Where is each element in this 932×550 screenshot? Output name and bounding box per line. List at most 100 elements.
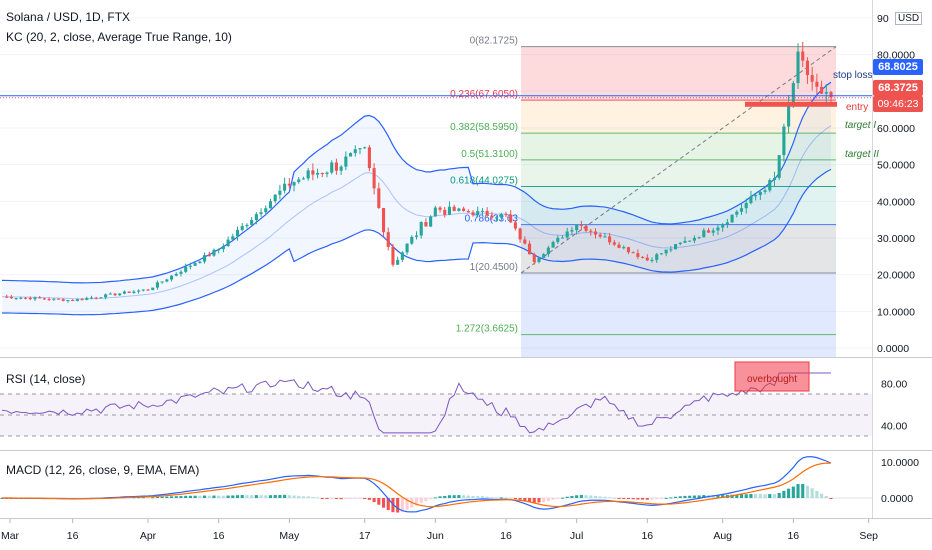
fib-band [521, 186, 836, 225]
candle-body [353, 149, 357, 154]
fib-level-label: 1.272(3.6625) [456, 324, 518, 335]
macd-histogram-bar [386, 498, 390, 511]
macd-histogram-bar [490, 497, 494, 499]
candle-body [231, 236, 235, 240]
macd-chart-svg[interactable] [0, 451, 872, 518]
candle-body [626, 247, 631, 253]
macd-histogram-bar [372, 498, 376, 503]
candle-body [311, 170, 315, 175]
candle-body [85, 298, 89, 300]
candle-body [179, 271, 183, 274]
candle-body [683, 240, 687, 243]
macd-histogram-bar [593, 495, 598, 498]
macd-histogram-bar [542, 498, 546, 502]
pane-separator-macd[interactable] [0, 450, 932, 451]
candle-body [28, 297, 32, 300]
macd-histogram-bar [174, 496, 178, 498]
macd-histogram-bar [636, 498, 640, 500]
macd-histogram-bar [349, 498, 353, 499]
candle-body [174, 273, 178, 276]
candle-body [363, 147, 367, 149]
candle-body [108, 293, 112, 295]
rsi-chart-svg[interactable]: overbought [0, 358, 872, 450]
macd-histogram-bar [160, 496, 164, 498]
macd-histogram-bar [221, 495, 225, 498]
rsi-title[interactable]: RSI (14, close) [6, 372, 86, 386]
candle-body [777, 155, 781, 178]
candle-body [429, 216, 433, 227]
macd-histogram-bar [537, 498, 541, 503]
macd-histogram-bar [254, 495, 258, 498]
candle-body [127, 291, 131, 293]
macd-histogram-bar [711, 495, 715, 498]
candle-body [23, 297, 28, 299]
macd-histogram-bar [184, 495, 188, 498]
candle-body [692, 237, 696, 241]
candle-body [758, 191, 762, 196]
keltner-indicator-label[interactable]: KC (20, 2, close, Average True Range, 10… [6, 30, 232, 44]
macd-pane[interactable]: MACD (12, 26, close, 9, EMA, EMA) [0, 451, 872, 518]
macd-histogram-bar [768, 494, 772, 498]
pane-separator-rsi[interactable] [0, 357, 932, 358]
symbol-title: Solana / USD, 1D, FTX [6, 10, 131, 24]
fib-level-label: 0(82.1725) [470, 36, 518, 47]
candle-body [198, 261, 202, 264]
macd-histogram-bar [419, 498, 423, 503]
macd-axis[interactable]: 10.0000 0.0000 [872, 451, 932, 518]
price-tick-label: 30.0000 [877, 233, 915, 245]
candle-body [122, 291, 127, 294]
candle-body [99, 297, 103, 299]
macd-histogram-bar [325, 498, 329, 499]
macd-histogram-bar [518, 498, 522, 500]
candle-body [283, 183, 287, 191]
time-axis[interactable]: Mar 16 Apr 16 May 17 Jun 16 Jul 16 Aug 16 Sep [0, 519, 932, 550]
rsi-tick-label: 40.00 [881, 421, 907, 433]
candle-body [33, 297, 37, 300]
price-tick-label: 90 [877, 13, 889, 25]
candle-body [645, 257, 649, 261]
candle-body [94, 297, 98, 299]
macd-histogram-bar [485, 496, 489, 498]
candle-body [796, 51, 800, 84]
candle-body [655, 254, 659, 260]
macd-histogram-bar [188, 495, 192, 498]
candle-body [688, 240, 692, 242]
candle-body [386, 232, 390, 247]
rsi-axis[interactable]: 80.00 40.00 [872, 358, 932, 450]
time-axis-svg: Mar 16 Apr 16 May 17 Jun 16 Jul 16 Aug 16 Sep [1, 519, 878, 542]
candle-body [245, 224, 249, 227]
candle-body [636, 253, 640, 257]
candle-body [598, 234, 602, 237]
rsi-pane[interactable]: overbought RSI (14, close) [0, 358, 872, 450]
macd-histogram-bar [612, 497, 616, 499]
candle-body [791, 83, 795, 105]
candle-body [711, 230, 715, 233]
macd-histogram-bar [245, 495, 249, 498]
macd-histogram-bar [283, 494, 287, 498]
macd-histogram-bar [499, 497, 503, 499]
macd-histogram-bar [523, 498, 527, 501]
candle-body [471, 212, 475, 216]
macd-title[interactable]: MACD (12, 26, close, 9, EMA, EMA) [6, 463, 200, 477]
candle-body [89, 297, 94, 299]
price-axis[interactable]: 9080.000070.000060.000050.000040.000030.… [872, 0, 932, 357]
macd-histogram-bar [513, 498, 517, 499]
candle-body [579, 224, 583, 226]
candle-body [513, 222, 517, 229]
candle-body [42, 298, 46, 300]
price-pane[interactable]: 0(82.1725) 0.236(67.6050) 0.382(58.5950) 0.… [0, 0, 879, 357]
price-tick-label: 20.0000 [877, 270, 915, 282]
price-chart-svg[interactable]: 0(82.1725) 0.236(67.6050) 0.382(58.5950) 0.… [0, 0, 879, 357]
candle-body [268, 201, 273, 209]
candle-body [565, 231, 569, 238]
candle-body [419, 222, 423, 236]
candle-body [593, 231, 598, 235]
candle-body [575, 224, 579, 231]
candle-body [480, 210, 484, 212]
price-tick-label: 10.0000 [877, 306, 915, 318]
currency-label[interactable]: USD [895, 12, 923, 25]
macd-tick-label: 10.0000 [881, 457, 919, 469]
candle-body [339, 166, 343, 171]
candle-body [476, 211, 480, 216]
